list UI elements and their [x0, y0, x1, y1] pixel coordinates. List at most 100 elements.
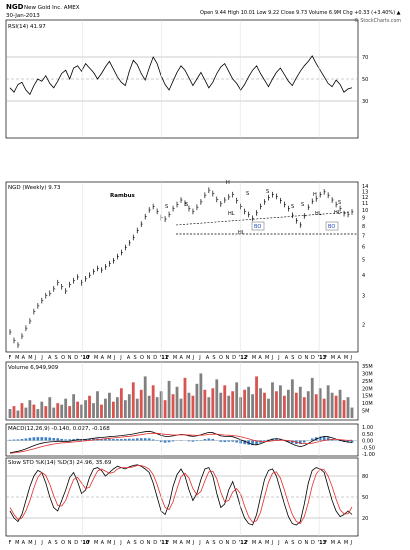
volume-bar — [215, 379, 219, 418]
x-tick-label: F — [324, 355, 327, 361]
x-tick-label: N — [304, 540, 308, 546]
x-tick-label: '13 — [318, 355, 327, 361]
x-tick-label: J — [192, 540, 194, 546]
macd-histogram-bar — [56, 438, 60, 441]
x-tick-label: O — [61, 540, 65, 546]
volume-panel — [5, 361, 359, 421]
volume-bar — [275, 391, 278, 418]
price-tick-label: 7 — [362, 233, 365, 239]
volume-bar — [239, 397, 243, 418]
neckline-trendline — [175, 211, 351, 226]
price-tick-label: 4 — [362, 273, 365, 279]
x-tick-label: M — [252, 540, 256, 546]
volume-bar — [104, 398, 107, 418]
pattern-label: S — [266, 189, 269, 195]
volume-bar — [231, 391, 235, 418]
x-tick-label: F — [9, 355, 12, 361]
x-tick-label: M — [344, 355, 348, 361]
volume-bar — [271, 382, 274, 418]
volume-tick-label: 20M — [362, 386, 373, 392]
macd-histogram-bar — [8, 439, 12, 441]
volume-bar — [346, 397, 350, 418]
pattern-label: S — [165, 204, 168, 210]
x-tick-label: S — [212, 540, 215, 546]
macd-histogram-bar — [207, 438, 211, 441]
price-tick-label: 3 — [362, 294, 365, 300]
volume-bar — [131, 382, 135, 418]
macd-panel — [5, 423, 359, 457]
x-tick-label: N — [304, 355, 308, 361]
macd-histogram-bar — [147, 438, 151, 441]
pattern-label: H — [226, 180, 230, 186]
breakout-box-2 — [325, 221, 339, 231]
x-tick-label: S — [291, 355, 294, 361]
x-tick-label: A — [206, 540, 210, 546]
macd-histogram-bar — [191, 440, 195, 442]
price-tick-label: 10 — [362, 208, 368, 214]
volume-bar — [135, 398, 139, 418]
macd-histogram-bar — [235, 440, 238, 443]
x-tick-label: D — [153, 355, 157, 361]
volume-bar — [143, 376, 147, 418]
x-tick-label: J — [119, 355, 121, 361]
x-tick-label: J — [119, 540, 121, 546]
x-tick-label: '10 — [81, 540, 90, 546]
volume-bar — [235, 382, 239, 418]
macd-histogram-bar — [44, 437, 48, 441]
macd-histogram-bar — [350, 440, 354, 443]
macd-histogram-bar — [139, 438, 143, 441]
pattern-label: HL — [238, 230, 245, 236]
date: 30-Jan-2013 — [6, 13, 40, 19]
volume-bar — [259, 388, 262, 418]
stochastic-label: Slow STO %K(14) %D(3) 24.96, 35.69 — [8, 460, 112, 466]
volume-bar — [92, 403, 95, 418]
volume-bar — [326, 385, 330, 418]
macd-histogram-bar — [171, 440, 175, 442]
pattern-label: HL — [228, 211, 235, 217]
volume-bar — [48, 397, 52, 418]
x-tick-label: A — [206, 355, 210, 361]
x-tick-label: A — [22, 540, 26, 546]
volume-tick-label: 35M — [362, 364, 373, 370]
volume-bar — [207, 397, 211, 418]
macd-histogram-bar — [48, 437, 52, 441]
symbol: NGD — [6, 3, 24, 11]
price-tick-label: 11 — [362, 201, 368, 207]
x-tick-label: M — [331, 540, 335, 546]
macd-histogram-bar — [239, 440, 242, 444]
macd-histogram-bar — [143, 438, 147, 441]
price-label: NGD (Weekly) 9.73 — [8, 185, 61, 191]
macd-histogram-bar — [338, 440, 342, 442]
volume-bar — [36, 409, 40, 418]
macd-histogram-bar — [104, 438, 107, 441]
price-tick-label: 8 — [362, 224, 365, 230]
x-tick-label: A — [285, 355, 289, 361]
x-tick-label: M — [265, 355, 269, 361]
x-tick-label: '12 — [239, 540, 248, 546]
macd-signal-line — [9, 432, 353, 454]
volume-bar — [342, 400, 346, 418]
price-tick-label: 12 — [362, 195, 368, 201]
breakout-label: BO — [254, 224, 261, 230]
macd-histogram-bar — [255, 440, 258, 445]
x-tick-label: '11 — [160, 355, 169, 361]
rsi-label: RSI(14) 41.97 — [8, 24, 46, 30]
pattern-label: S — [301, 202, 304, 208]
macd-histogram-bar — [346, 440, 350, 443]
macd-histogram-bar — [20, 439, 24, 441]
x-tick-label: D — [74, 355, 78, 361]
pattern-label: HL — [315, 211, 322, 217]
volume-bar — [80, 404, 83, 418]
macd-histogram-bar — [263, 440, 266, 442]
x-tick-label: J — [271, 355, 273, 361]
volume-bar — [167, 380, 171, 418]
price-tick-label: 13 — [362, 189, 368, 195]
x-tick-label: '11 — [160, 540, 169, 546]
macd-histogram-bar — [223, 440, 227, 442]
volume-bar — [56, 403, 60, 418]
volume-bar — [203, 389, 207, 418]
volume-bar — [322, 398, 326, 418]
volume-bar — [52, 407, 56, 418]
volume-bar — [100, 404, 103, 418]
x-tick-label: J — [113, 355, 115, 361]
